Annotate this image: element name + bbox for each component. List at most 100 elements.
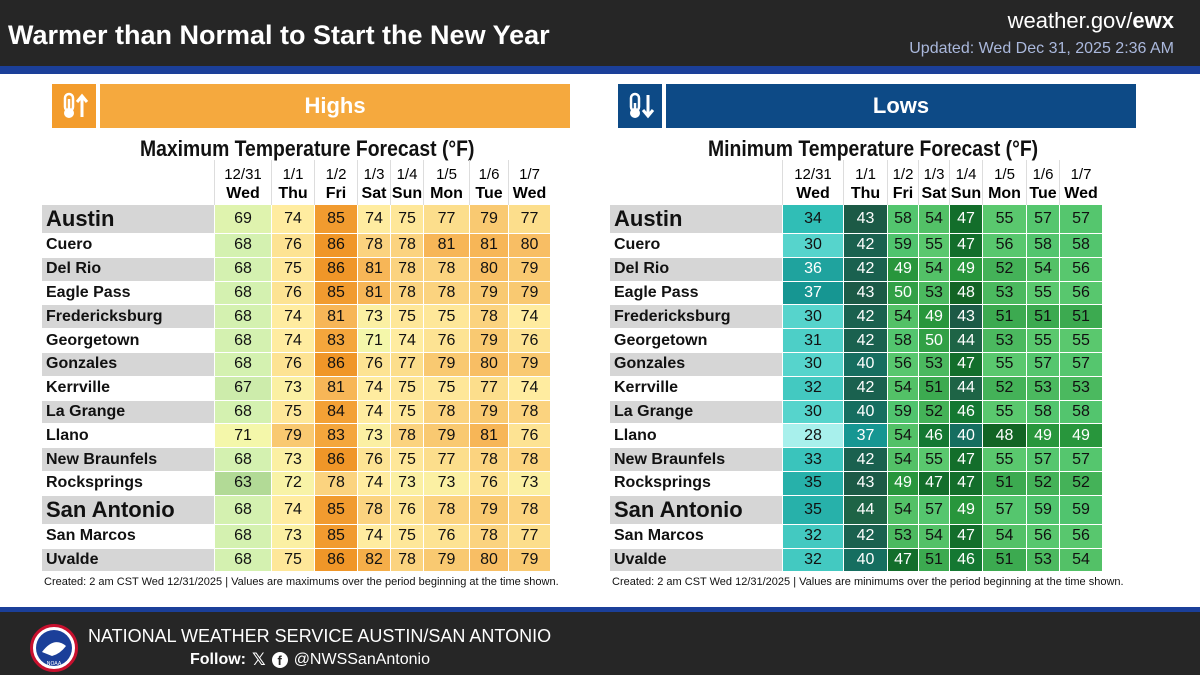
lows-value-cell: 58 — [887, 329, 918, 353]
lows-value-cell: 57 — [1026, 352, 1059, 377]
lows-value-cell: 47 — [949, 524, 982, 549]
lows-value-cell: 37 — [843, 424, 887, 449]
lows-column-date: 1/2 — [892, 166, 914, 183]
lows-value-cell: 59 — [1026, 495, 1059, 525]
highs-city-label: La Grange — [42, 400, 214, 425]
lows-table-row: Uvalde 32 40 47 51 46 51 53 54 — [610, 548, 1102, 573]
highs-column-header: 1/5 Mon — [423, 160, 469, 205]
highs-value-cell: 79 — [469, 329, 508, 353]
lows-value-cell: 49 — [1026, 424, 1059, 449]
highs-value-cell: 75 — [390, 305, 423, 330]
lows-value-cell: 52 — [1059, 471, 1102, 496]
highs-value-cell: 68 — [214, 234, 271, 258]
highs-value-cell: 68 — [214, 548, 271, 573]
lows-table-row: Eagle Pass 37 43 50 53 48 53 55 56 — [610, 281, 1102, 306]
highs-value-cell: 76 — [508, 424, 550, 449]
highs-table-row: Fredericksburg 68 74 81 73 75 75 78 74 — [42, 305, 550, 330]
highs-value-cell: 68 — [214, 281, 271, 306]
lows-column-header: 1/4 Sun — [949, 160, 982, 205]
lows-footnote: Created: 2 am CST Wed 12/31/2025 | Value… — [612, 576, 1124, 588]
highs-value-cell: 85 — [314, 205, 357, 234]
lows-value-cell: 47 — [949, 448, 982, 472]
highs-value-cell: 77 — [423, 448, 469, 472]
lows-value-cell: 51 — [982, 305, 1026, 330]
lows-value-cell: 49 — [918, 305, 949, 330]
lows-value-cell: 44 — [949, 329, 982, 353]
facebook-icon[interactable]: f — [271, 652, 288, 668]
highs-value-cell: 79 — [508, 548, 550, 573]
highs-column-date: 12/31 — [224, 166, 262, 183]
highs-value-cell: 83 — [314, 329, 357, 353]
highs-table-row: Del Rio 68 75 86 81 78 78 80 79 — [42, 257, 550, 282]
highs-value-cell: 85 — [314, 281, 357, 306]
social-handle[interactable]: @NWSSanAntonio — [293, 651, 430, 668]
footer-divider — [0, 607, 1200, 614]
highs-value-cell: 74 — [357, 205, 390, 234]
highs-value-cell: 74 — [357, 471, 390, 496]
lows-value-cell: 54 — [1026, 257, 1059, 282]
highs-value-cell: 73 — [271, 524, 314, 549]
lows-value-cell: 53 — [887, 524, 918, 549]
highs-value-cell: 78 — [469, 448, 508, 472]
lows-column-header: 1/2 Fri — [887, 160, 918, 205]
lows-value-cell: 42 — [843, 257, 887, 282]
highs-value-cell: 79 — [508, 281, 550, 306]
header-divider — [0, 66, 1200, 74]
highs-column-day: Thu — [278, 185, 308, 202]
highs-footnote: Created: 2 am CST Wed 12/31/2025 | Value… — [44, 576, 559, 588]
lows-value-cell: 42 — [843, 376, 887, 401]
lows-value-cell: 57 — [982, 495, 1026, 525]
lows-column-date: 1/1 — [855, 166, 876, 183]
highs-value-cell: 76 — [357, 448, 390, 472]
highs-column-header: 1/1 Thu — [271, 160, 314, 205]
lows-value-cell: 56 — [887, 352, 918, 377]
lows-value-cell: 34 — [782, 205, 843, 234]
highs-column-header: 1/2 Fri — [314, 160, 357, 205]
highs-table-row: San Antonio 68 74 85 78 76 78 79 78 — [42, 495, 550, 525]
lows-column-day: Tue — [1029, 185, 1057, 202]
highs-city-label: Llano — [42, 424, 214, 449]
highs-table-row: New Braunfels 68 73 86 76 75 77 78 78 — [42, 448, 550, 472]
lows-table-row: Georgetown 31 42 58 50 44 53 55 55 — [610, 329, 1102, 353]
highs-value-cell: 75 — [390, 376, 423, 401]
highs-column-date: 1/5 — [436, 166, 457, 183]
highs-column-date: 1/3 — [363, 166, 385, 183]
highs-value-cell: 68 — [214, 448, 271, 472]
lows-column-header: 1/7 Wed — [1059, 160, 1102, 205]
lows-column-header: 12/31 Wed — [782, 160, 843, 205]
lows-panel-header: Lows — [618, 84, 1136, 128]
highs-value-cell: 68 — [214, 524, 271, 549]
highs-value-cell: 73 — [271, 376, 314, 401]
highs-value-cell: 78 — [508, 400, 550, 425]
highs-corner — [42, 160, 214, 205]
highs-value-cell: 79 — [469, 495, 508, 525]
highs-value-cell: 74 — [357, 376, 390, 401]
lows-city-label: Georgetown — [610, 329, 782, 353]
page-title: Warmer than Normal to Start the New Year — [8, 20, 550, 50]
follow-row: Follow: 𝕏 f @NWSSanAntonio — [190, 650, 430, 670]
updated-timestamp: Updated: Wed Dec 31, 2025 2:36 AM — [909, 40, 1174, 57]
highs-city-label: Eagle Pass — [42, 282, 214, 306]
highs-table-row: Rocksprings 63 72 78 74 73 73 76 73 — [42, 471, 550, 496]
highs-value-cell: 75 — [423, 305, 469, 330]
highs-column-header: 12/31 Wed — [214, 160, 271, 205]
lows-value-cell: 53 — [982, 281, 1026, 306]
lows-column-header: 1/1 Thu — [843, 160, 887, 205]
highs-city-label: Gonzales — [42, 352, 214, 377]
highs-value-cell: 74 — [357, 400, 390, 425]
highs-panel-header: Highs — [52, 84, 570, 128]
site-link[interactable]: weather.gov/ewx — [1008, 8, 1174, 34]
lows-value-cell: 55 — [982, 352, 1026, 377]
highs-value-cell: 75 — [271, 548, 314, 573]
lows-value-cell: 55 — [982, 400, 1026, 425]
lows-column-date: 12/31 — [794, 166, 832, 183]
highs-value-cell: 72 — [271, 471, 314, 496]
highs-value-cell: 68 — [214, 495, 271, 525]
highs-value-cell: 86 — [314, 352, 357, 377]
highs-value-cell: 77 — [423, 205, 469, 234]
highs-value-cell: 78 — [469, 305, 508, 330]
highs-value-cell: 80 — [469, 548, 508, 573]
x-logo-icon[interactable]: 𝕏 — [251, 650, 266, 669]
highs-column-date: 1/4 — [396, 166, 418, 183]
lows-value-cell: 53 — [918, 352, 949, 377]
